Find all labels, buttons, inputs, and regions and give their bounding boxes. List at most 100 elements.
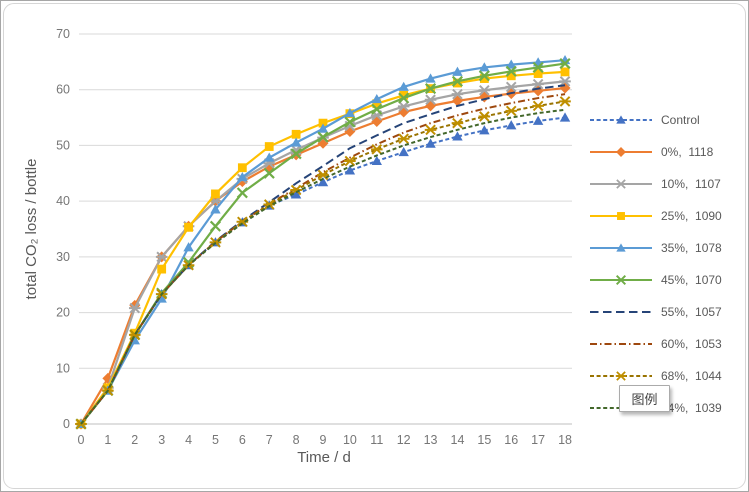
triangle-marker xyxy=(616,115,626,124)
square-marker xyxy=(399,90,409,100)
y-tick-labels: 0 10 20 30 40 50 60 70 xyxy=(56,27,70,431)
y-tick-label: 0 xyxy=(63,417,70,431)
series-line-74%[interactable] xyxy=(80,108,566,425)
series-markers-0% xyxy=(75,82,571,430)
x-marker xyxy=(263,167,275,179)
x-marker xyxy=(290,148,302,160)
x-tick-label: 1 xyxy=(104,433,111,447)
legend-line-sample xyxy=(590,147,652,157)
x-marker xyxy=(398,92,410,104)
legend-item-Control[interactable]: Control xyxy=(589,113,747,127)
series-line-68%[interactable] xyxy=(80,100,566,425)
legend-item-35%[interactable]: 35%, 1078 xyxy=(589,241,747,255)
square-marker xyxy=(291,129,301,139)
legend-item-25%[interactable]: 25%, 1090 xyxy=(589,209,747,223)
y-tick-label: 20 xyxy=(56,306,70,320)
star-marker xyxy=(451,88,464,100)
legend-label: 25%, 1090 xyxy=(661,209,722,223)
y-tick-label: 10 xyxy=(56,361,70,375)
square-marker xyxy=(184,222,193,232)
square-marker xyxy=(560,67,570,77)
x-marker xyxy=(532,61,544,74)
legend-line-sample xyxy=(590,407,652,409)
legend-label: 10%, 1107 xyxy=(661,177,721,191)
x-tick-label: 0 xyxy=(78,433,85,447)
x-marker xyxy=(371,103,383,115)
legend-line-sample xyxy=(590,343,652,345)
series-markers-68% xyxy=(75,96,571,430)
y-axis-title: total CO₂ loss / bottle xyxy=(23,158,40,300)
legend-item-68%[interactable]: 68%, 1044 xyxy=(589,369,747,383)
legend-label: 74%, 1039 xyxy=(661,401,722,415)
star-marker xyxy=(478,111,491,122)
star-marker xyxy=(424,124,437,136)
square-marker xyxy=(318,118,328,128)
legend-line-sample xyxy=(590,371,652,381)
square-marker xyxy=(453,78,462,88)
triangle-marker xyxy=(452,66,463,76)
legend-item-60%[interactable]: 60%, 1053 xyxy=(589,337,747,351)
legend-tooltip-text: 图例 xyxy=(631,392,658,407)
star-marker xyxy=(397,101,410,112)
triangle-marker xyxy=(317,177,329,187)
star-marker xyxy=(478,84,491,96)
x-tick-label: 7 xyxy=(266,433,273,447)
square-marker xyxy=(506,71,516,81)
legend-line-sample xyxy=(590,243,652,252)
y-tick-label: 70 xyxy=(56,27,70,41)
star-marker xyxy=(615,179,627,189)
triangle-marker xyxy=(425,138,436,148)
square-marker xyxy=(479,74,489,83)
triangle-marker xyxy=(506,59,517,69)
x-tick-label: 6 xyxy=(239,433,246,447)
x-marker xyxy=(209,220,222,232)
x-marker xyxy=(317,131,329,143)
x-marker xyxy=(615,274,627,286)
series-markers-Control xyxy=(75,112,571,428)
triangle-marker xyxy=(183,242,194,252)
square-marker xyxy=(617,212,625,220)
triangle-marker xyxy=(371,155,382,166)
y-tick-label: 40 xyxy=(56,194,70,208)
series-line-55%[interactable] xyxy=(80,84,566,425)
square-marker xyxy=(157,264,167,274)
legend-line-sample xyxy=(590,212,652,220)
triangle-marker xyxy=(344,165,356,175)
star-marker xyxy=(128,302,141,314)
star-marker xyxy=(532,100,544,112)
y-tick-label: 50 xyxy=(56,138,70,152)
series-line-45%[interactable] xyxy=(80,62,566,425)
legend-item-55%[interactable]: 55%, 1057 xyxy=(589,305,747,319)
triangle-marker xyxy=(237,171,248,182)
star-marker xyxy=(451,117,464,129)
star-marker xyxy=(559,76,571,87)
x-tick-label: 17 xyxy=(531,433,545,447)
x-tick-label: 4 xyxy=(185,433,192,447)
x-tick-label: 3 xyxy=(158,433,165,447)
legend-item-0%[interactable]: 0%, 1118 xyxy=(589,145,747,159)
x-tick-label: 9 xyxy=(320,433,327,447)
legend-item-45%[interactable]: 45%, 1070 xyxy=(589,273,747,287)
legend-label: 0%, 1118 xyxy=(661,145,714,159)
star-marker xyxy=(615,371,627,381)
legend-item-10%[interactable]: 10%, 1107 xyxy=(589,177,747,191)
triangle-marker xyxy=(506,120,517,130)
x-tick-label: 18 xyxy=(558,433,572,447)
x-tick-label: 16 xyxy=(504,433,518,447)
y-tick-label: 60 xyxy=(56,83,70,97)
x-marker xyxy=(236,187,248,199)
star-marker xyxy=(155,251,168,263)
triangle-marker xyxy=(532,115,544,125)
x-marker xyxy=(478,70,490,82)
legend-label: 55%, 1057 xyxy=(661,305,722,319)
series-line-10%[interactable] xyxy=(80,80,566,425)
square-marker xyxy=(211,189,220,199)
triangle-marker xyxy=(425,73,436,83)
triangle-marker xyxy=(479,62,490,72)
chart-legend[interactable]: Control 0%, 1118 10%, 1107 25%, 1090 35%, 10… xyxy=(589,113,747,433)
triangle-marker xyxy=(290,189,302,199)
star-marker xyxy=(532,78,544,90)
triangle-marker xyxy=(317,123,329,133)
triangle-marker xyxy=(290,137,302,147)
